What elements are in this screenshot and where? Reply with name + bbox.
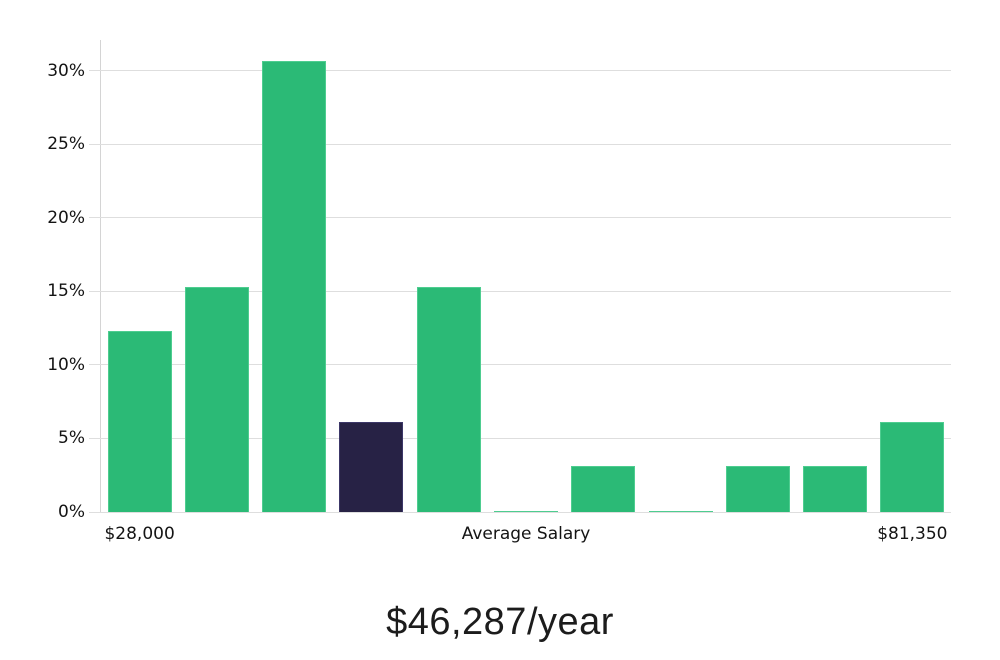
gridline: [89, 290, 951, 292]
gridline: [89, 437, 951, 439]
x-axis-tick-label: Average Salary: [461, 524, 591, 544]
y-axis-tick-label: 20%: [47, 207, 85, 228]
y-axis-tick-label: 15%: [47, 281, 85, 302]
y-axis-tick-label: 25%: [47, 134, 85, 155]
x-axis-tick-label: $81,350: [877, 524, 948, 544]
gridline: [89, 364, 951, 366]
salary-bin-bar: [262, 60, 327, 512]
salary-bin-bar: [571, 466, 636, 512]
y-axis-tick-label: 10%: [47, 354, 85, 375]
salary-bin-bar: [880, 422, 945, 512]
salary-bin-bar: [494, 510, 558, 512]
y-axis-tick-label: 5%: [58, 428, 85, 449]
salary-bin-bar: [803, 466, 868, 512]
salary-bin-bar: [725, 466, 790, 512]
gridline: [89, 143, 951, 145]
gridline: [89, 217, 951, 219]
y-axis-tick-label: 30%: [47, 60, 85, 81]
salary-bin-bar: [648, 510, 713, 512]
gridline: [89, 70, 951, 72]
y-axis-tick-label: 0%: [58, 502, 85, 522]
average-salary-text: $46,287/year: [386, 601, 614, 643]
plot-area: 0% 5% 10% 15% 20% 25% 30% $28,000 Average Salary…: [47, 40, 951, 544]
gridline: [89, 511, 951, 513]
salary-bin-bar: [416, 287, 481, 512]
x-axis-tick-label: $28,000: [104, 524, 175, 544]
salary-bin-bar: [107, 331, 172, 512]
salary-bin-bar: [184, 287, 249, 512]
average-salary-bar: [339, 422, 404, 512]
